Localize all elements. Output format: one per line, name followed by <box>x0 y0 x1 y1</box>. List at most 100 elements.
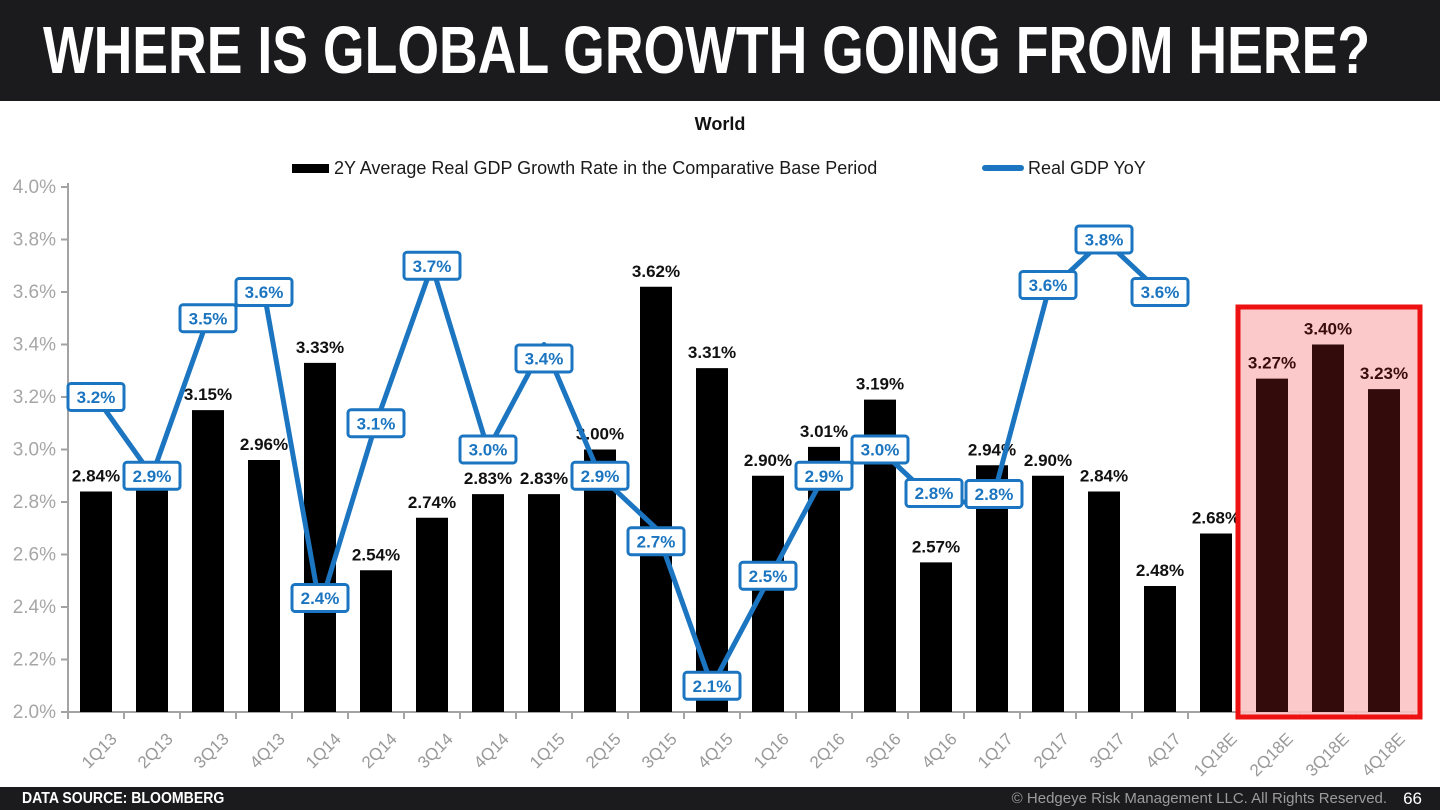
bar-2Q18E <box>1256 378 1288 712</box>
x-tick-label: 3Q13 <box>190 729 233 772</box>
x-tick-label: 4Q14 <box>470 729 513 772</box>
x-tick-label: 3Q16 <box>862 729 905 772</box>
bar-label-1Q16: 2.90% <box>744 451 792 470</box>
line-label-box-1Q14 <box>290 583 350 613</box>
legend-line-label: Real GDP YoY <box>1028 157 1146 178</box>
line-label-4Q15: 2.1% <box>693 677 732 696</box>
bar-2Q14 <box>360 570 392 712</box>
line-label-2Q13: 2.9% <box>133 467 172 486</box>
x-tick-label: 3Q18E <box>1302 729 1353 780</box>
x-tick-label: 2Q17 <box>1030 729 1073 772</box>
bar-label-2Q18E: 3.27% <box>1248 354 1296 373</box>
y-tick-label: 2.8% <box>13 492 56 513</box>
line-label-box-3Q17 <box>1074 224 1134 255</box>
line-label-2Q15: 2.9% <box>581 467 620 486</box>
legend-bar-label: 2Y Average Real GDP Growth Rate in the C… <box>334 157 878 178</box>
line-label-4Q16: 2.8% <box>915 484 954 503</box>
bar-label-1Q18E: 2.68% <box>1192 509 1240 528</box>
x-tick-label: 1Q13 <box>78 729 121 772</box>
line-label-box-1Q13 <box>66 382 126 412</box>
x-tick-label: 2Q15 <box>582 729 625 772</box>
bar-label-3Q18E: 3.40% <box>1304 320 1352 339</box>
line-label-box-2Q16 <box>794 460 854 491</box>
x-tick-label: 2Q16 <box>806 729 849 772</box>
highlight-border <box>1235 304 1423 720</box>
x-tick-label: 1Q16 <box>750 729 793 772</box>
bar-label-2Q17: 2.90% <box>1024 451 1072 470</box>
y-tick-label: 3.8% <box>13 230 56 251</box>
bar-label-1Q13: 2.84% <box>72 467 120 486</box>
line-label-4Q13: 3.6% <box>245 283 284 302</box>
line-label-box-2Q14 <box>346 408 406 439</box>
bar-1Q15 <box>528 494 560 712</box>
y-tick-label: 2.0% <box>13 702 56 723</box>
line-label-3Q13: 3.5% <box>189 309 228 328</box>
x-tick-label: 4Q18E <box>1358 729 1409 780</box>
line-label-4Q17: 3.6% <box>1141 283 1180 302</box>
bar-2Q15 <box>584 449 616 712</box>
line-label-2Q17: 3.6% <box>1029 276 1068 295</box>
line-label-1Q17: 2.8% <box>975 485 1014 504</box>
bar-2Q13 <box>136 488 168 712</box>
line-label-2Q16: 2.9% <box>805 467 844 486</box>
bar-3Q18E <box>1312 344 1344 712</box>
bar-4Q13 <box>248 460 280 712</box>
x-tick-label: 4Q15 <box>694 729 737 772</box>
bar-1Q18E <box>1200 533 1232 712</box>
line-label-box-3Q13 <box>178 303 238 334</box>
bar-label-3Q13: 3.15% <box>184 385 232 404</box>
y-tick-label: 3.6% <box>13 282 56 303</box>
y-tick-label: 2.4% <box>13 597 56 618</box>
line-label-box-1Q15 <box>514 343 574 374</box>
legend-item-bars: 2Y Average Real GDP Growth Rate in the C… <box>292 155 877 181</box>
bar-label-4Q18E: 3.23% <box>1360 364 1408 383</box>
x-tick-label: 4Q17 <box>1142 729 1185 772</box>
line-label-box-4Q14 <box>458 434 518 465</box>
y-tick-label: 4.0% <box>13 177 56 198</box>
bar-1Q16 <box>752 475 784 712</box>
x-tick-label: 3Q17 <box>1086 729 1129 772</box>
x-tick-label: 1Q14 <box>302 729 345 772</box>
bar-label-3Q14: 2.74% <box>408 493 456 512</box>
line-label-4Q14: 3.0% <box>469 441 508 460</box>
line-label-box-2Q17 <box>1018 270 1078 300</box>
bar-4Q17 <box>1144 586 1176 712</box>
page-title: WHERE IS GLOBAL GROWTH GOING FROM HERE? <box>43 13 1371 88</box>
line-label-1Q13: 3.2% <box>77 388 116 407</box>
x-tick-label: 3Q15 <box>638 729 681 772</box>
line-label-1Q15: 3.4% <box>525 350 564 369</box>
bar-label-4Q16: 2.57% <box>912 537 960 556</box>
line-label-box-3Q16 <box>850 434 910 465</box>
chart-title: World <box>694 114 746 134</box>
x-tick-label: 4Q13 <box>246 729 289 772</box>
bar-3Q14 <box>416 517 448 712</box>
line-label-1Q14: 2.4% <box>301 589 340 608</box>
bar-3Q13 <box>192 410 224 712</box>
y-tick-label: 2.6% <box>13 545 56 566</box>
y-tick-label: 3.0% <box>13 440 56 461</box>
bar-label-3Q16: 3.19% <box>856 375 904 394</box>
line-label-box-3Q15 <box>626 526 686 557</box>
bar-label-3Q15: 3.62% <box>632 262 680 281</box>
line-label-box-4Q15 <box>682 670 742 701</box>
legend-item-line: Real GDP YoY <box>982 155 1146 181</box>
chart-canvas: 4.0% 3.8% 3.6% 3.4% 3.2% 3.0% 2.8% 2.6% 2.4% 2.2%… <box>13 177 1423 780</box>
y-tick-label: 2.2% <box>13 650 56 671</box>
footer-bar: DATA SOURCE: BLOOMBERG © Hedgeye Risk Ma… <box>0 787 1440 810</box>
x-tick-label: 3Q14 <box>414 729 457 772</box>
bar-4Q14 <box>472 494 504 712</box>
line-label-box-2Q13 <box>122 460 182 491</box>
bar-3Q15 <box>640 286 672 712</box>
x-tick-label: 1Q17 <box>974 729 1017 772</box>
line-label-3Q15: 2.7% <box>637 532 676 551</box>
footer-right: © Hedgeye Risk Management LLC. All Right… <box>1012 787 1422 810</box>
bar-4Q18E <box>1368 389 1400 712</box>
x-tick-label: 2Q14 <box>358 729 401 772</box>
bar-4Q16 <box>920 562 952 712</box>
legend: 2Y Average Real GDP Growth Rate in the C… <box>0 155 1440 181</box>
line-label-box-1Q17 <box>964 479 1024 509</box>
bar-3Q17 <box>1088 491 1120 712</box>
data-source-label: DATA SOURCE: BLOOMBERG <box>22 789 225 807</box>
line-label-3Q14: 3.7% <box>413 257 452 276</box>
bar-label-2Q15: 3.00% <box>576 425 624 444</box>
